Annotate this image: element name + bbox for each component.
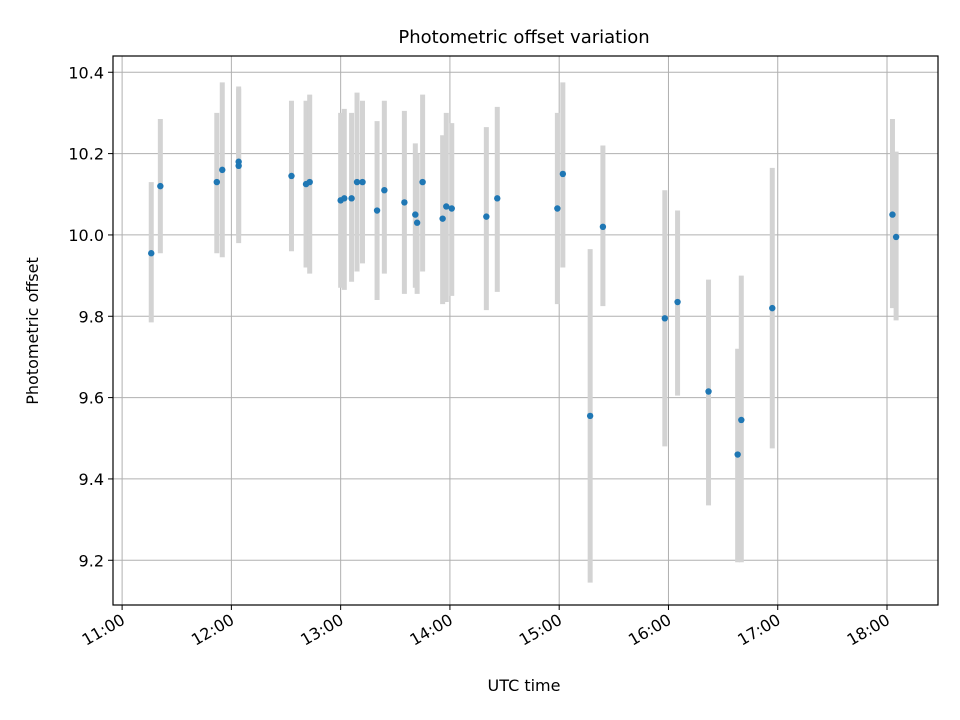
y-tick-label: 10.4 [68, 63, 104, 82]
x-tick-label: 18:00 [844, 610, 893, 650]
x-axis-label: UTC time [488, 676, 561, 695]
data-point [306, 178, 313, 186]
x-tick-label: 13:00 [297, 610, 346, 650]
data-point [443, 203, 450, 210]
data-point [348, 195, 355, 202]
data-point [341, 195, 348, 202]
data-point [219, 166, 226, 174]
x-tick-label: 16:00 [625, 610, 674, 650]
y-tick-label: 9.2 [79, 551, 104, 570]
data-point [494, 195, 501, 202]
data-point [769, 304, 776, 312]
data-point [674, 298, 681, 306]
data-point [148, 250, 155, 257]
y-tick-label: 10.2 [68, 145, 104, 164]
x-tick-label: 11:00 [79, 610, 128, 650]
y-axis-label: Photometric offset [23, 257, 42, 405]
data-point [483, 213, 490, 220]
data-point [373, 207, 381, 214]
x-tick-label: 15:00 [516, 610, 565, 650]
data-point [705, 388, 712, 395]
data-point [734, 451, 741, 458]
data-point [559, 170, 567, 178]
error-bars [148, 82, 899, 583]
data-point [554, 205, 561, 212]
data-point [738, 416, 745, 424]
y-axis-ticks: 9.2 9.4 9.6 9.8 10.0 10.2 10.4 [68, 63, 113, 570]
data-point [412, 211, 419, 218]
data-point [213, 178, 221, 186]
data-points [148, 158, 900, 458]
data-point [381, 187, 388, 194]
data-point [889, 211, 896, 218]
data-point [586, 412, 594, 420]
y-tick-label: 9.8 [79, 307, 104, 326]
data-point [661, 315, 669, 322]
data-point [235, 162, 242, 169]
data-point [288, 172, 295, 180]
x-tick-label: 12:00 [188, 610, 237, 650]
x-axis-ticks: 11:00 12:00 13:00 14:00 15:00 16:00 17:00 18:00 [79, 605, 893, 650]
data-point [401, 199, 408, 206]
x-tick-label: 14:00 [406, 610, 455, 650]
data-point [439, 215, 446, 222]
y-tick-label: 9.6 [79, 389, 104, 408]
data-point [359, 178, 366, 186]
plot-frame [112, 55, 939, 606]
y-tick-label: 10.0 [68, 226, 104, 245]
data-point [157, 182, 164, 190]
grid [113, 56, 938, 605]
chart-title: Photometric offset variation [398, 27, 649, 48]
data-point [353, 178, 361, 186]
x-tick-label: 17:00 [734, 610, 783, 650]
data-point [448, 205, 455, 212]
data-point [892, 233, 900, 241]
data-point [413, 219, 421, 226]
data-point [599, 223, 607, 230]
y-tick-label: 9.4 [79, 470, 104, 489]
data-point [419, 178, 426, 186]
